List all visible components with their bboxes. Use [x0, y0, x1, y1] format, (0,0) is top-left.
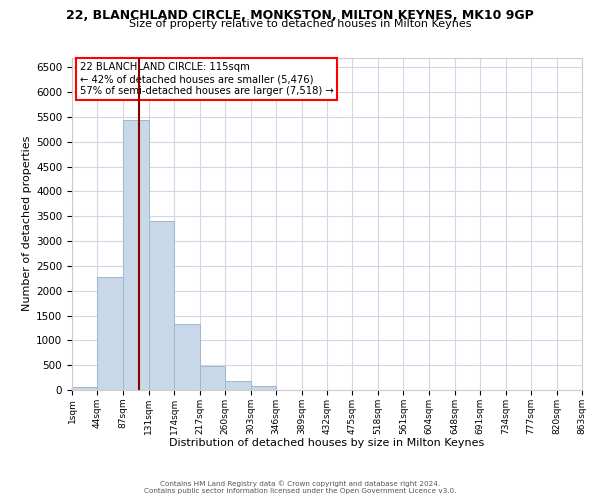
Bar — [72, 387, 97, 390]
Bar — [97, 277, 123, 390]
Bar — [225, 381, 251, 390]
Bar — [251, 386, 276, 390]
X-axis label: Distribution of detached houses by size in Milton Keynes: Distribution of detached houses by size … — [169, 438, 485, 448]
Bar — [200, 366, 225, 390]
Y-axis label: Number of detached properties: Number of detached properties — [22, 136, 32, 312]
Bar — [149, 222, 175, 390]
Bar — [175, 324, 200, 390]
Text: Size of property relative to detached houses in Milton Keynes: Size of property relative to detached ho… — [129, 19, 471, 29]
Bar — [123, 120, 149, 390]
Text: Contains HM Land Registry data © Crown copyright and database right 2024.
Contai: Contains HM Land Registry data © Crown c… — [144, 480, 456, 494]
Text: 22 BLANCHLAND CIRCLE: 115sqm
← 42% of detached houses are smaller (5,476)
57% of: 22 BLANCHLAND CIRCLE: 115sqm ← 42% of de… — [80, 62, 334, 96]
Text: 22, BLANCHLAND CIRCLE, MONKSTON, MILTON KEYNES, MK10 9GP: 22, BLANCHLAND CIRCLE, MONKSTON, MILTON … — [66, 9, 534, 22]
